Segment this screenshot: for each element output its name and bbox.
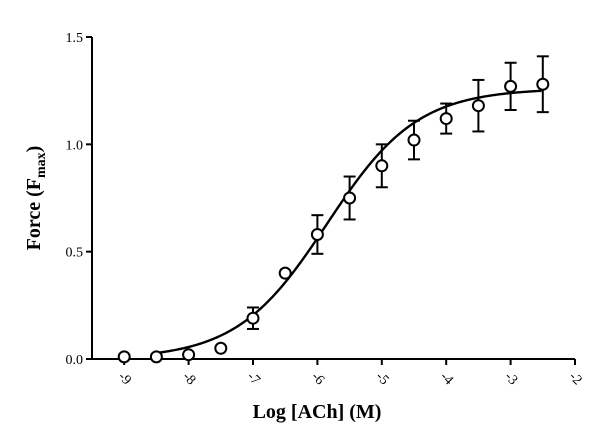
axes bbox=[91, 37, 575, 360]
x-tick-label: -7 bbox=[244, 369, 263, 388]
x-tick-label: -9 bbox=[115, 369, 134, 388]
data-point bbox=[471, 99, 485, 113]
data-point bbox=[214, 341, 228, 355]
y-axis-title-subscript: max bbox=[34, 152, 49, 178]
x-axis-title: Log [ACh] (M) bbox=[253, 401, 382, 423]
x-tick-label: -2 bbox=[566, 369, 585, 388]
x-tick-label: -5 bbox=[373, 369, 392, 388]
data-point bbox=[504, 79, 518, 93]
fit-curve-group bbox=[156, 89, 542, 355]
x-tick-label: -6 bbox=[308, 369, 327, 388]
data-point bbox=[375, 159, 389, 173]
data-point bbox=[246, 311, 260, 325]
y-axis-title-main: Force (F bbox=[23, 178, 45, 250]
data-point bbox=[149, 350, 163, 364]
y-tick-label: 1.5 bbox=[66, 31, 84, 46]
data-point bbox=[343, 191, 357, 205]
data-points bbox=[117, 55, 550, 364]
data-point bbox=[278, 266, 292, 280]
x-tick-label: -4 bbox=[437, 369, 456, 388]
y-axis-title: Force (Fmax) bbox=[23, 146, 49, 251]
y-ticks: 0.0 0.5 1.0 1.5 bbox=[66, 31, 92, 368]
x-ticks: -9 -8 -7 -6 -5 -4 -3 -2 bbox=[115, 359, 585, 388]
data-point bbox=[439, 112, 453, 126]
data-point bbox=[117, 350, 131, 364]
x-tick-label: -3 bbox=[501, 369, 520, 388]
y-tick-label: 0.5 bbox=[66, 246, 84, 261]
y-tick-label: 0.0 bbox=[66, 353, 84, 368]
data-point bbox=[407, 133, 421, 147]
data-point bbox=[310, 227, 324, 241]
fit-curve bbox=[156, 89, 542, 355]
x-tick-label: -8 bbox=[179, 369, 198, 388]
data-point bbox=[536, 77, 550, 91]
y-axis-title-close: ) bbox=[23, 146, 45, 153]
data-point bbox=[182, 348, 196, 362]
y-tick-label: 1.0 bbox=[66, 138, 84, 153]
